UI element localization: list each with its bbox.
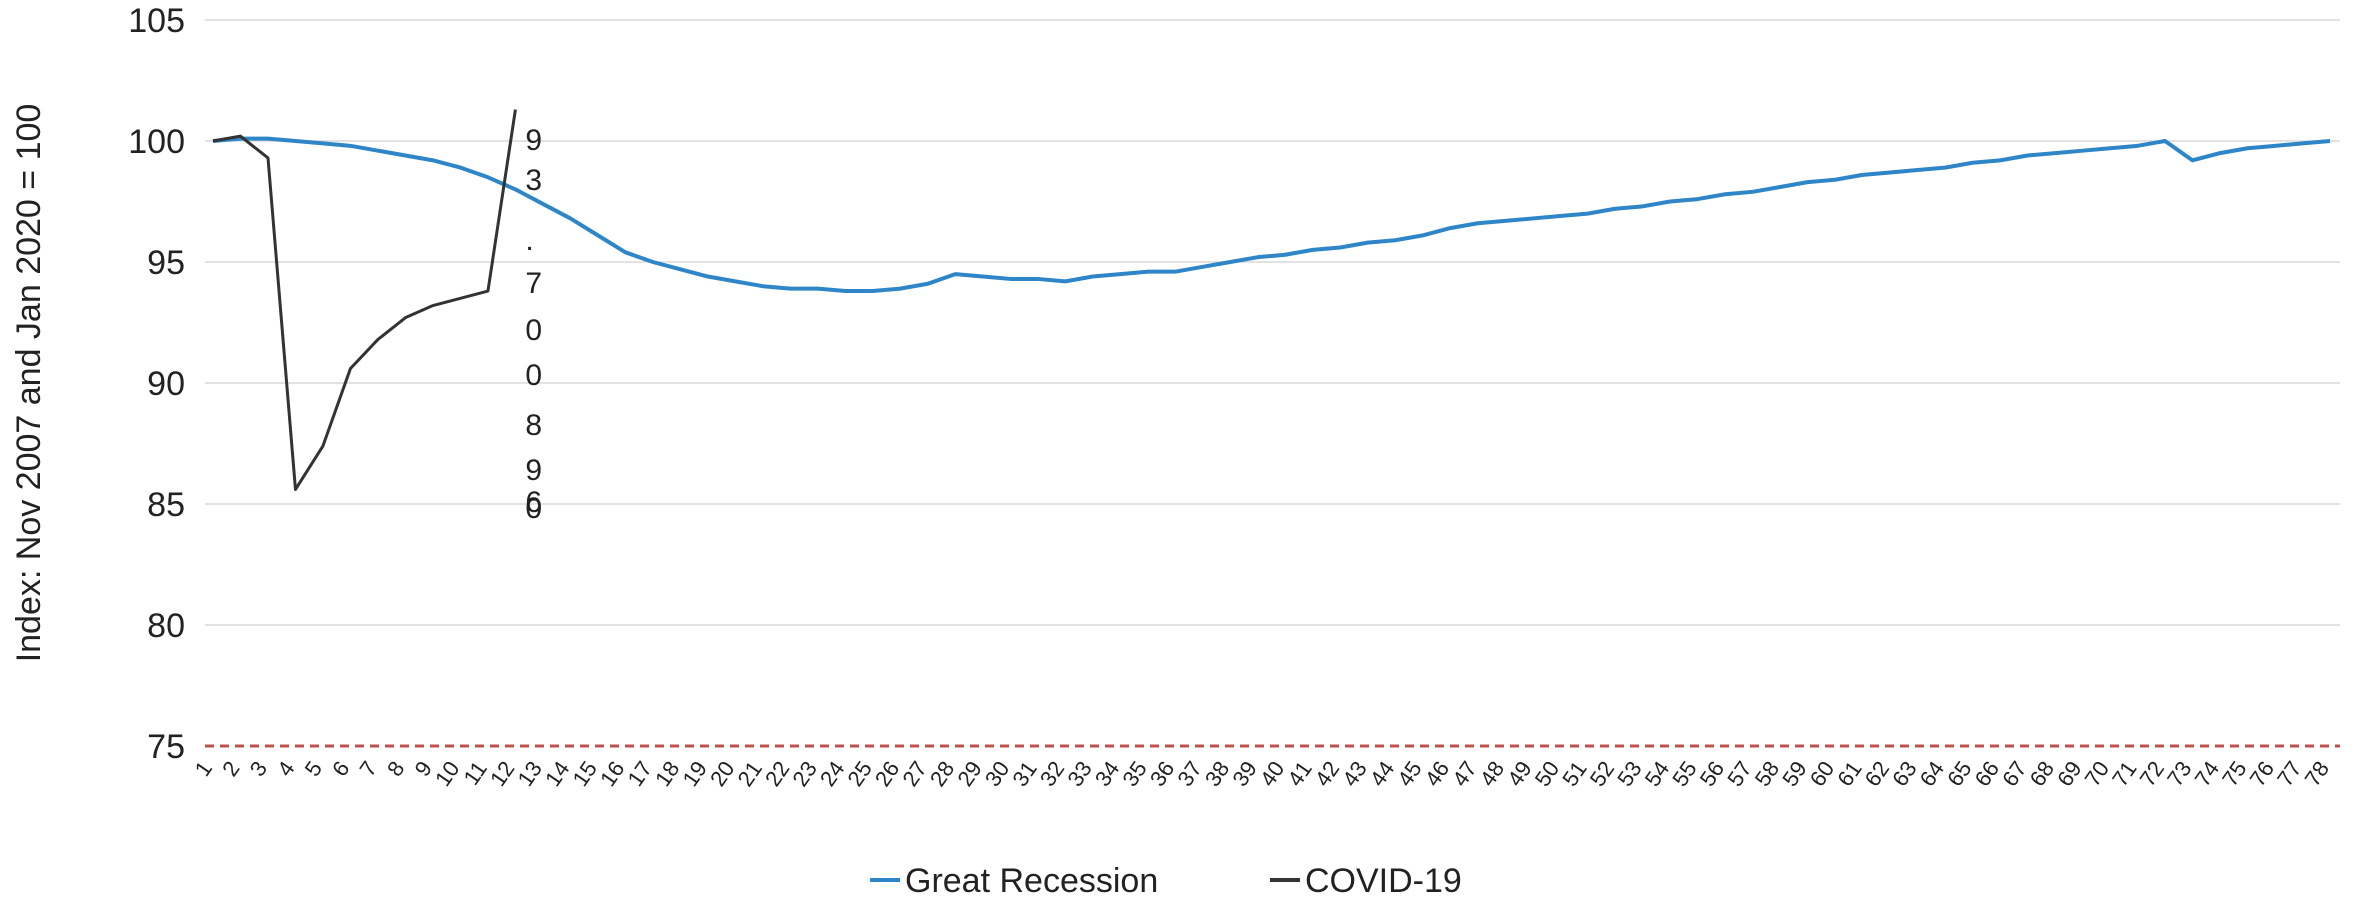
y-tick-label: 80	[147, 607, 185, 645]
legend-label-covid-19: COVID-19	[1305, 862, 1462, 900]
y-tick-label: 85	[147, 486, 185, 524]
legend: Great Recession COVID-19	[870, 862, 1462, 900]
x-tick-label: 78	[2300, 757, 2335, 791]
covid-end-label-char: .	[525, 224, 533, 257]
covid-end-label-char: 0	[525, 359, 542, 392]
x-tick-label: 7	[355, 757, 383, 781]
x-axis-ticks: 1 2 3 4 5 6 7 8 91011121314151617181920212223242…	[190, 757, 2335, 791]
gridlines	[205, 19, 2340, 626]
x-tick-label: 1	[190, 757, 218, 781]
covid-end-label-char: 0	[525, 314, 542, 347]
y-tick-label: 100	[128, 123, 185, 161]
covid-end-label-char: 0	[525, 492, 542, 525]
x-tick-label: 2	[217, 757, 245, 781]
y-tick-label: 95	[147, 244, 185, 282]
y-axis-label: Index: Nov 2007 and Jan 2020 = 100	[10, 104, 48, 663]
covid-end-label-char: 6	[525, 486, 542, 519]
y-tick-label: 105	[128, 2, 185, 40]
legend-label-great-recession: Great Recession	[905, 862, 1158, 900]
y-axis-ticks: 75 80 85 90 95 100 105	[128, 2, 185, 766]
covid-end-label-char: 9	[525, 454, 542, 487]
covid-end-label-char: 3	[525, 164, 542, 197]
x-tick-label: 5	[300, 757, 328, 781]
y-tick-label: 75	[147, 728, 185, 766]
series-line-great-recession	[212, 136, 2331, 294]
series-line-covid-19	[212, 109, 517, 491]
x-tick-label: 4	[272, 757, 300, 781]
x-tick-label: 6	[327, 757, 355, 781]
covid-end-label-char: 8	[525, 409, 542, 442]
x-tick-label: 3	[245, 757, 273, 781]
series-lines	[212, 109, 2331, 491]
covid-end-label-char: 7	[525, 267, 542, 300]
y-tick-label: 90	[147, 365, 185, 403]
x-tick-label: 8	[382, 757, 410, 781]
covid-end-label-char: 9	[525, 124, 542, 157]
